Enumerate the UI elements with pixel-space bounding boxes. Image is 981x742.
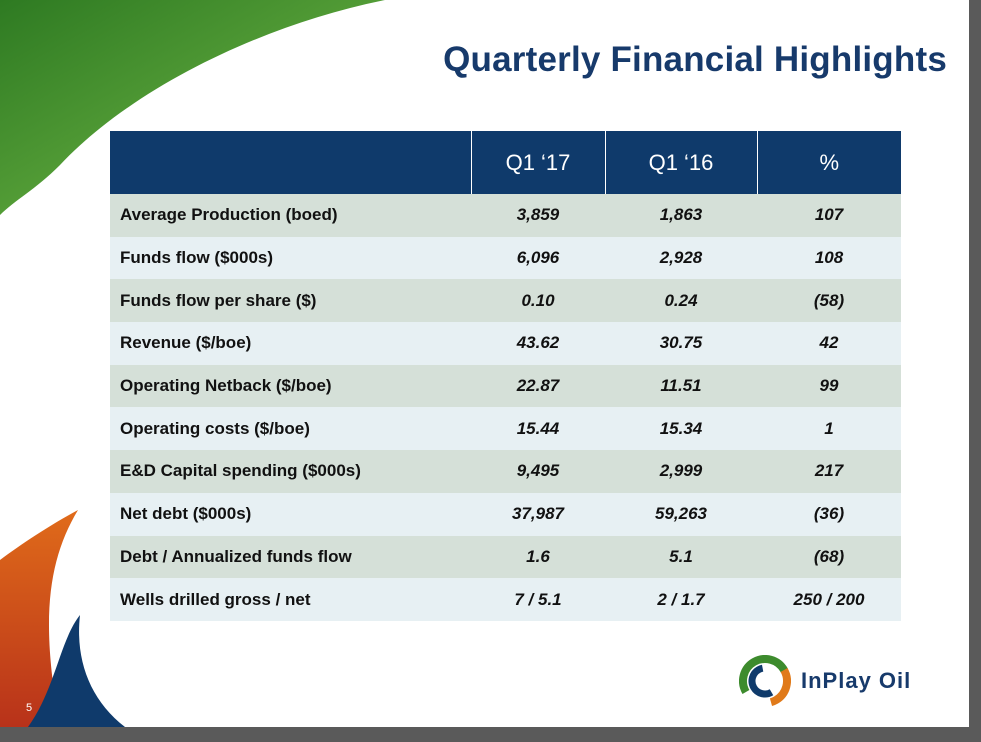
row-label: Wells drilled gross / net	[110, 578, 471, 621]
table-row: Funds flow ($000s) 6,096 2,928 108	[110, 236, 901, 280]
cell-q1-17: 37,987	[471, 492, 605, 536]
cell-q1-17: 9,495	[471, 450, 605, 493]
table-row: Operating costs ($/boe) 15.44 15.34 1	[110, 407, 901, 451]
cell-q1-17: 15.44	[471, 407, 605, 451]
cell-q1-17: 7 / 5.1	[471, 578, 605, 621]
row-label: Debt / Annualized funds flow	[110, 535, 471, 579]
row-label: Average Production (boed)	[110, 194, 471, 237]
cell-q1-16: 2,928	[605, 236, 757, 280]
cell-percent: (36)	[757, 492, 901, 536]
cell-q1-16: 0.24	[605, 279, 757, 323]
row-label: Funds flow per share ($)	[110, 279, 471, 323]
cell-q1-16: 11.51	[605, 364, 757, 408]
table-row: Operating Netback ($/boe) 22.87 11.51 99	[110, 364, 901, 408]
column-header-q1-17: Q1 ‘17	[470, 131, 605, 194]
financial-highlights-table: Q1 ‘17 Q1 ‘16 % Average Production (boed…	[110, 131, 901, 621]
cell-percent: 99	[757, 364, 901, 408]
row-label: Net debt ($000s)	[110, 492, 471, 536]
cell-percent: 217	[757, 450, 901, 493]
column-header-percent: %	[756, 131, 901, 194]
cell-q1-17: 1.6	[471, 535, 605, 579]
cell-q1-17: 3,859	[471, 194, 605, 237]
column-header-metric	[110, 131, 471, 194]
cell-q1-17: 6,096	[471, 236, 605, 280]
slide: Quarterly Financial Highlights Q1 ‘17 Q1…	[0, 0, 969, 727]
cell-percent: (58)	[757, 279, 901, 323]
table-row: Average Production (boed) 3,859 1,863 10…	[110, 194, 901, 237]
cell-q1-16: 5.1	[605, 535, 757, 579]
cell-percent: 42	[757, 322, 901, 365]
cell-q1-16: 1,863	[605, 194, 757, 237]
company-logo: InPlay Oil	[739, 655, 911, 707]
logo-wordmark: InPlay Oil	[801, 668, 912, 693]
cell-percent: 107	[757, 194, 901, 237]
green-swoosh	[0, 0, 385, 215]
cell-q1-16: 2,999	[605, 450, 757, 493]
table-header-row: Q1 ‘17 Q1 ‘16 %	[110, 131, 901, 194]
cell-q1-16: 15.34	[605, 407, 757, 451]
cell-q1-16: 30.75	[605, 322, 757, 365]
cell-q1-17: 0.10	[471, 279, 605, 323]
column-header-q1-16: Q1 ‘16	[604, 131, 757, 194]
page-title: Quarterly Financial Highlights	[443, 40, 947, 79]
cell-q1-17: 22.87	[471, 364, 605, 408]
row-label: Operating costs ($/boe)	[110, 407, 471, 451]
table-row: Debt / Annualized funds flow 1.6 5.1 (68…	[110, 535, 901, 579]
inplay-swirl-icon	[739, 655, 791, 707]
page-number: 5	[26, 702, 33, 714]
orange-swoosh	[0, 510, 78, 727]
cell-percent: 1	[757, 407, 901, 451]
cell-q1-17: 43.62	[471, 322, 605, 365]
row-label: Revenue ($/boe)	[110, 322, 471, 365]
table-row: Funds flow per share ($) 0.10 0.24 (58)	[110, 279, 901, 323]
table-row: Net debt ($000s) 37,987 59,263 (36)	[110, 492, 901, 536]
blue-swoosh	[28, 615, 125, 727]
cell-q1-16: 2 / 1.7	[605, 578, 757, 621]
row-label: E&D Capital spending ($000s)	[110, 450, 471, 493]
row-label: Funds flow ($000s)	[110, 236, 471, 280]
cell-percent: 250 / 200	[757, 578, 901, 621]
cell-percent: 108	[757, 236, 901, 280]
table-row: Wells drilled gross / net 7 / 5.1 2 / 1.…	[110, 578, 901, 621]
decorative-swooshes	[0, 0, 385, 727]
table-row: E&D Capital spending ($000s) 9,495 2,999…	[110, 450, 901, 493]
table-row: Revenue ($/boe) 43.62 30.75 42	[110, 322, 901, 365]
cell-percent: (68)	[757, 535, 901, 579]
cell-q1-16: 59,263	[605, 492, 757, 536]
row-label: Operating Netback ($/boe)	[110, 364, 471, 408]
